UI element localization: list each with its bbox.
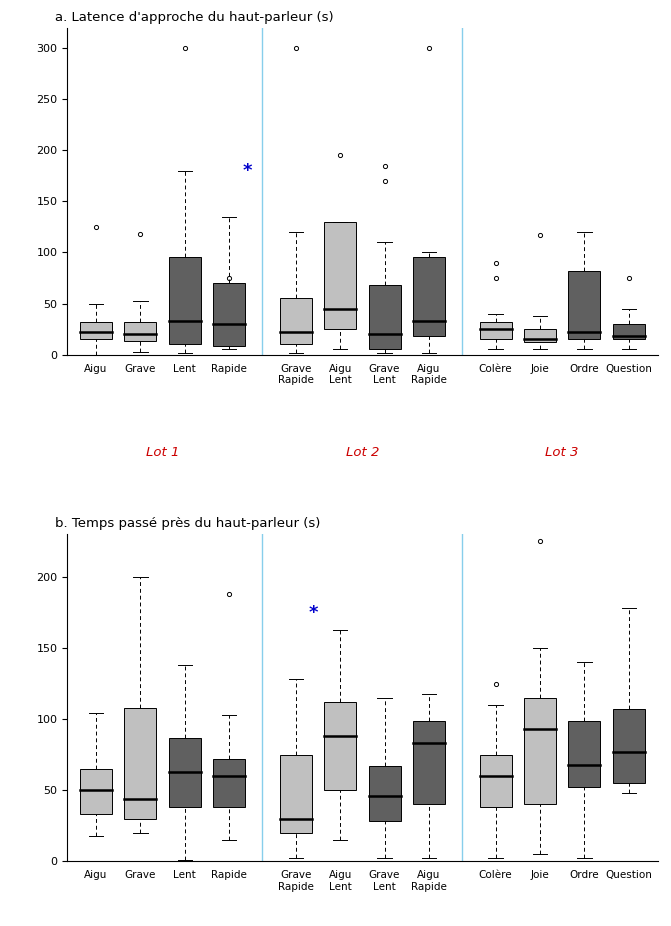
Bar xyxy=(80,769,112,814)
Text: *: * xyxy=(242,162,252,180)
Bar xyxy=(480,755,511,807)
Bar xyxy=(568,720,601,787)
Bar xyxy=(480,322,511,339)
Bar xyxy=(324,702,356,790)
Bar xyxy=(324,222,356,329)
Bar xyxy=(280,755,312,832)
Bar xyxy=(524,698,556,805)
Bar xyxy=(524,329,556,343)
Bar xyxy=(368,285,401,349)
Bar xyxy=(124,707,156,819)
Text: Lot 2: Lot 2 xyxy=(346,446,379,459)
Text: *: * xyxy=(309,604,319,621)
Bar xyxy=(368,766,401,821)
Bar xyxy=(613,709,645,783)
Text: Lot 1: Lot 1 xyxy=(146,446,179,459)
Bar xyxy=(213,283,245,346)
Bar xyxy=(413,720,445,805)
Bar xyxy=(169,257,201,344)
Bar xyxy=(124,322,156,342)
Text: a. Latence d'approche du haut-parleur (s): a. Latence d'approche du haut-parleur (s… xyxy=(55,11,334,24)
Bar xyxy=(613,324,645,339)
Bar xyxy=(213,759,245,807)
Bar xyxy=(280,298,312,344)
Bar xyxy=(169,737,201,807)
Text: b. Temps passé près du haut-parleur (s): b. Temps passé près du haut-parleur (s) xyxy=(55,518,321,531)
Bar xyxy=(568,270,601,339)
Text: Lot 3: Lot 3 xyxy=(546,446,579,459)
Bar xyxy=(413,257,445,336)
Bar xyxy=(80,322,112,339)
